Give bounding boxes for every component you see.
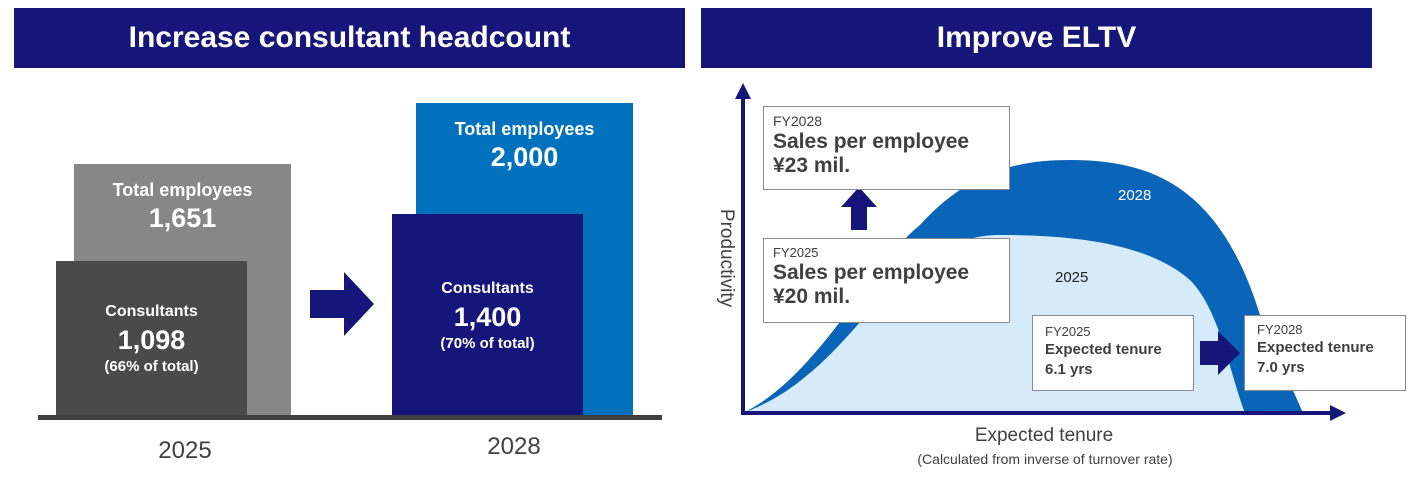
total-employees-2028-label: Total employees [454,119,595,139]
x-axis-arrow-icon [1330,405,1346,421]
productivity-up-arrow-icon [841,187,877,230]
curve-2025-label: 2025 [1055,269,1089,286]
x-axis-label: Expected tenure [974,425,1114,446]
consultants-2028-share: (70% of total) [440,335,535,352]
tenure-fy2025-callout: FY2025 Expected tenure 6.1 yrs [1032,315,1194,391]
consultants-2028-value: 1,400 [453,302,522,332]
consultants-2025-bar: Consultants 1,098 (66% of total) [56,261,247,416]
x-axis-note: (Calculated from inverse of turnover rat… [917,451,1173,467]
consultants-2025-share: (66% of total) [104,358,199,375]
sales-fy2025-label: Sales per employee [773,261,970,284]
curve-2028-label: 2028 [1118,187,1152,204]
y-axis-arrow-icon [735,83,751,99]
tenure-fy2028-label: Expected tenure [1257,339,1374,356]
year-2028-label: 2028 [487,433,541,460]
total-employees-2025-label: Total employees [112,180,253,200]
consultants-2025-label: Consultants [105,303,198,320]
tenure-fy2028-value: 7.0 yrs [1257,359,1305,376]
consultants-2025-value: 1,098 [117,325,186,355]
tenure-fy2028-fy: FY2028 [1257,322,1303,337]
tenure-fy2025-label: Expected tenure [1045,341,1162,358]
sales-fy2025-callout: FY2025 Sales per employee ¥20 mil. [763,238,1010,323]
left-baseline [38,415,662,420]
sales-fy2028-fy: FY2028 [773,113,823,129]
sales-fy2025-fy: FY2025 [773,245,819,260]
consultants-2028-bar: Consultants 1,400 (70% of total) [392,214,583,416]
growth-arrow-icon [310,272,374,336]
tenure-fy2028-callout: FY2028 Expected tenure 7.0 yrs [1244,315,1406,391]
y-axis-label: Productivity [716,208,737,308]
tenure-fy2025-value: 6.1 yrs [1045,361,1093,378]
consultants-2028-label: Consultants [441,280,534,297]
tenure-right-arrow-icon [1200,331,1240,375]
right-panel-title: Improve ELTV [701,8,1372,68]
total-employees-2028-value: 2,000 [490,142,559,172]
sales-fy2028-label: Sales per employee [773,130,970,153]
sales-fy2028-value: ¥23 mil. [773,154,851,177]
total-employees-2025-value: 1,651 [148,203,217,233]
year-2025-label: 2025 [158,437,212,464]
left-panel-title: Increase consultant headcount [14,8,685,68]
sales-fy2028-callout: FY2028 Sales per employee ¥23 mil. [763,106,1010,190]
sales-fy2025-value: ¥20 mil. [773,285,851,308]
tenure-fy2025-fy: FY2025 [1045,324,1091,339]
